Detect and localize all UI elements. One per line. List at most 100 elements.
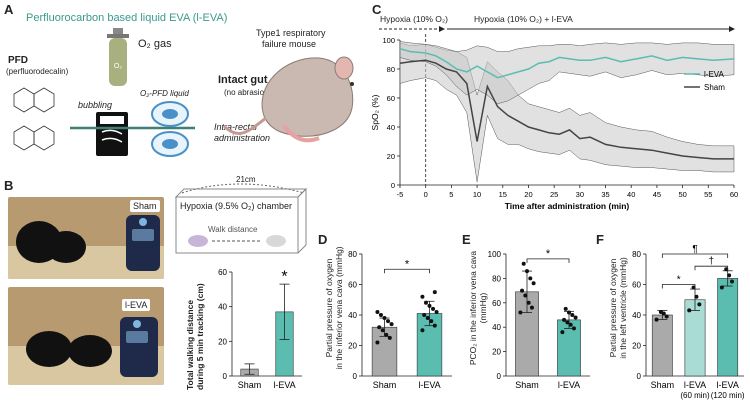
data-point: [658, 309, 663, 314]
significance-marker: ¶: [692, 244, 697, 255]
chamber-label: Hypoxia (9.5% O₂) chamber: [180, 201, 293, 211]
panel-f-label: F: [596, 232, 604, 247]
y-tick-label: 0: [223, 372, 228, 381]
legend-label: l-EVA: [704, 70, 725, 79]
y-tick-label: 80: [632, 250, 641, 259]
y-tick-label: 40: [492, 323, 501, 332]
y-tick-label: 20: [348, 342, 357, 351]
oximeter-icon: [126, 215, 160, 271]
data-point: [422, 313, 427, 317]
data-point: [654, 317, 659, 322]
data-point: [526, 300, 531, 305]
perfluorodecalin-structure-icon: [13, 87, 55, 151]
data-point: [563, 306, 568, 311]
x-tick-label: 15: [499, 190, 507, 199]
data-point: [375, 309, 380, 314]
process-arrow: [70, 126, 195, 130]
panel-f-ylabel-line1: Partial pressure of oxygen: [608, 258, 618, 358]
x-tick-label: Sham: [515, 380, 539, 390]
data-point: [531, 281, 536, 286]
data-point: [697, 302, 702, 307]
x-tick-sublabel: (120 min): [711, 391, 745, 400]
pfd-sub-label: (perfluorodecalin): [6, 67, 69, 76]
x-tick-label: l-EVA: [558, 380, 580, 390]
mouse-illustration-icon: [222, 56, 354, 143]
y-tick-label: 60: [492, 299, 501, 308]
admin-label-line1: Intra-rectal: [214, 122, 258, 132]
x-tick-label: 35: [601, 190, 609, 199]
y-tick-label: 100: [488, 250, 502, 259]
data-point: [520, 288, 525, 293]
data-point: [375, 340, 380, 345]
bar: [651, 314, 673, 377]
bubbling-label: bubbling: [78, 100, 113, 110]
data-point: [691, 285, 696, 290]
panel-d-ylabel-line1: Partial pressure of oxygen: [324, 258, 334, 358]
data-point: [727, 273, 732, 278]
data-point: [521, 261, 526, 266]
y-tick-label: 20: [632, 342, 641, 351]
data-point: [730, 279, 735, 284]
x-tick-label: l-EVA: [273, 380, 295, 390]
sham-photo-tag: Sham: [130, 200, 160, 212]
panel-e-chart: 0 20 40 60 80 100 Sham l-EVA *: [488, 248, 590, 390]
y-tick-label: 0: [497, 372, 502, 381]
panel-d-chart: 0 20 40 60 80 Sham l-EVA *: [348, 250, 452, 390]
phase-arrows: [379, 26, 735, 32]
data-point: [529, 305, 534, 310]
data-point: [562, 317, 567, 322]
beaker-icon: [96, 112, 128, 156]
y-tick-label: 20: [387, 152, 395, 161]
x-tick-label: 45: [653, 190, 661, 199]
panel-e-label: E: [462, 232, 471, 247]
y-tick-label: 20: [492, 348, 501, 357]
data-point: [382, 316, 387, 321]
data-point: [434, 309, 439, 314]
o2-pfd-droplet-icon: [151, 101, 189, 157]
significance-bracket: [526, 258, 570, 263]
y-tick-label: 40: [387, 123, 395, 132]
data-point: [427, 303, 432, 308]
data-point: [518, 310, 523, 315]
data-point: [528, 276, 533, 281]
panel-b-chart: 0 20 40 60 Sham l-EVA *: [218, 268, 302, 390]
y-tick-label: 60: [632, 281, 641, 290]
x-tick-label: 40: [627, 190, 635, 199]
panel-b-ylabel: Total walking distance during 5 min trac…: [185, 270, 205, 400]
data-point: [525, 269, 529, 274]
data-point: [380, 328, 385, 333]
y-axis-title: SpO₂ (%): [370, 94, 380, 130]
y-tick-label: 60: [387, 94, 395, 103]
y-tick-label: 80: [348, 250, 357, 259]
data-point: [386, 319, 391, 324]
y-tick-label: 40: [348, 311, 357, 320]
panel-c-label: C: [372, 2, 382, 17]
y-tick-label: 20: [218, 337, 227, 346]
bar: [717, 278, 739, 377]
chamber-width-label: 21cm: [236, 175, 256, 184]
x-tick-label: 0: [424, 190, 428, 199]
sham-photo: Sham: [8, 197, 164, 279]
y-tick-label: 100: [382, 36, 395, 45]
significance-bracket: [694, 265, 729, 271]
data-point: [719, 285, 724, 290]
data-point: [387, 335, 392, 340]
x-tick-label: Sham: [373, 380, 397, 390]
data-point: [687, 308, 692, 313]
cylinder-label: O₂: [114, 63, 122, 70]
data-point: [432, 290, 437, 295]
x-axis-title: Time after administration (min): [505, 201, 630, 211]
x-tick-label: 10: [473, 190, 481, 199]
x-tick-label: l-EVA: [418, 380, 440, 390]
significance-bracket: [661, 253, 729, 258]
y-tick-label: 80: [387, 65, 395, 74]
data-point: [425, 316, 430, 321]
significance-marker: *: [546, 248, 551, 260]
x-tick-label: 20: [524, 190, 532, 199]
panel-b-label: B: [4, 178, 14, 193]
data-point: [571, 326, 576, 331]
x-tick-label: 25: [550, 190, 558, 199]
data-point: [420, 328, 425, 333]
significance-marker: †: [709, 256, 715, 267]
data-point: [567, 310, 571, 315]
